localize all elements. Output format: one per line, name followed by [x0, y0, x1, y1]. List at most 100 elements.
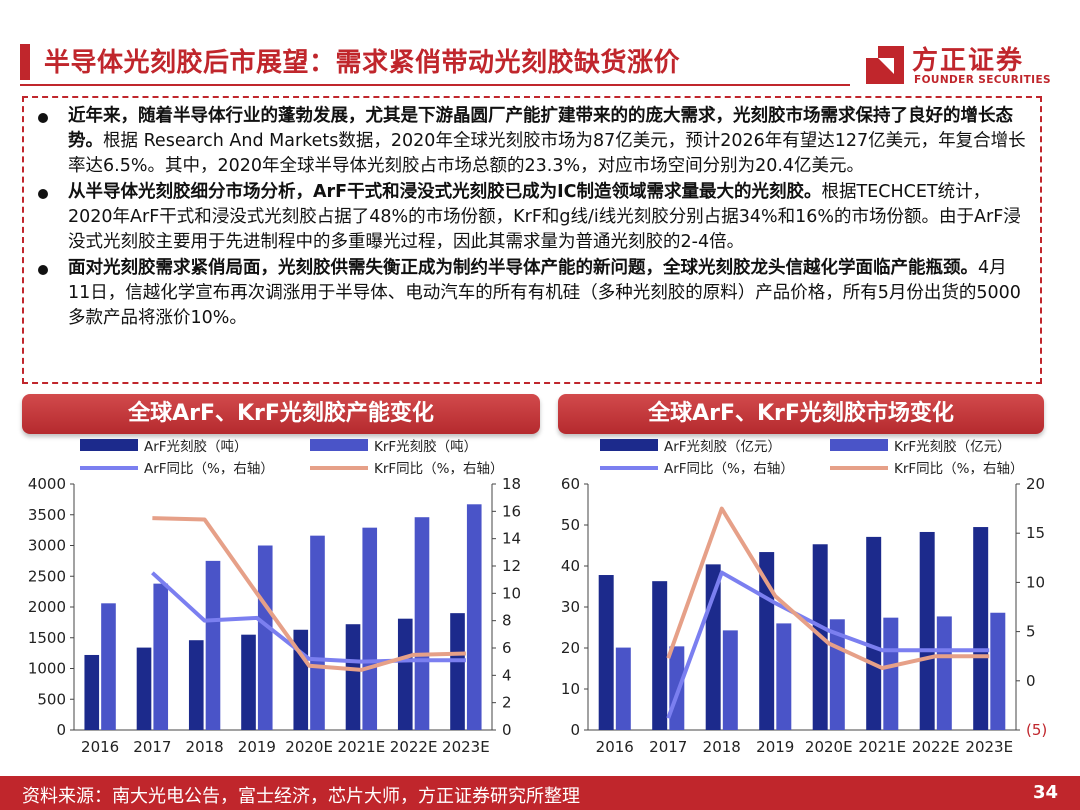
y2-tick-label: 0 — [502, 721, 512, 739]
bar-krf — [990, 612, 1006, 730]
bullet-item: 从半导体光刻胶细分市场分析，ArF干式和浸没式光刻胶已成为IC制造领域需求量最大… — [36, 180, 1028, 255]
bar-arf — [919, 531, 935, 730]
y-tick-label: 50 — [561, 516, 580, 534]
y2-tick-label: 10 — [1026, 573, 1045, 591]
y2-tick-label: 20 — [1026, 475, 1045, 493]
y2-tick-label: 16 — [502, 502, 521, 520]
x-tick-label: 2022E — [912, 738, 960, 756]
bullet-box: 近年来，随着半导体行业的蓬勃发展，尤其是下游晶圆厂产能扩建带来的的庞大需求，光刻… — [22, 96, 1042, 384]
legend-label: ArF同比（%，右轴） — [144, 461, 274, 477]
legend-label: KrF同比（%，右轴） — [374, 461, 504, 477]
y2-tick-label: 5 — [1026, 623, 1036, 641]
y2-tick-label: 15 — [1026, 524, 1045, 542]
x-tick-label: 2017 — [649, 738, 687, 756]
bar-krf — [205, 560, 221, 730]
legend-swatch — [830, 439, 888, 451]
bar-krf — [257, 545, 273, 730]
y-tick-label: 3000 — [28, 537, 66, 555]
y-tick-label: 0 — [570, 721, 580, 739]
bullet-dot-icon — [38, 113, 48, 123]
title-underline — [20, 84, 850, 86]
company-logo: 方正证券 FOUNDER SECURITIES — [862, 40, 1062, 92]
bar-krf — [466, 504, 482, 730]
logo-text-en: FOUNDER SECURITIES — [914, 74, 1052, 86]
bar-krf — [414, 517, 430, 730]
x-tick-label: 2019 — [756, 738, 794, 756]
y-tick-label: 30 — [561, 598, 580, 616]
y2-tick-label: 12 — [502, 557, 521, 575]
bar-krf — [101, 603, 116, 730]
bar-arf — [598, 575, 614, 730]
y2-tick-label: (5) — [1026, 721, 1047, 739]
bar-arf — [973, 527, 989, 730]
bar-arf — [866, 536, 882, 730]
bar-arf — [397, 618, 413, 730]
capacity-chart: 0 500 1000 1500 2000 2500 3000 3500 4000 0 2 4 6 8 10 1… — [28, 438, 521, 756]
bullet-text: 4月11日，信越化学宣布再次调涨用于半导体、电动汽车的所有有机硅（多种光刻胶的原… — [68, 258, 1021, 328]
y2-tick-label: 6 — [502, 639, 512, 657]
y-tick-label: 0 — [56, 721, 66, 739]
bar-krf — [883, 617, 899, 730]
chart-title-capacity: 全球ArF、KrF光刻胶产能变化 — [22, 394, 540, 434]
logo-mark-icon — [866, 46, 904, 84]
bar-krf — [722, 630, 738, 730]
x-tick-label: 2017 — [133, 738, 171, 756]
bullet-dot-icon — [38, 265, 48, 275]
y-tick-label: 20 — [561, 639, 580, 657]
y-tick-label: 1000 — [28, 660, 66, 678]
legend-swatch — [80, 439, 138, 451]
bullet-bold-text: 近年来，随着半导体行业的蓬勃发展，尤其是下游晶圆厂产能扩建带来的的庞大需求，光刻… — [68, 106, 1013, 151]
x-tick-label: 2021E — [338, 738, 386, 756]
y-tick-label: 2000 — [28, 598, 66, 616]
chart-title-market: 全球ArF、KrF光刻胶市场变化 — [558, 394, 1044, 434]
bullet-bold-text: 从半导体光刻胶细分市场分析，ArF干式和浸没式光刻胶已成为IC制造领域需求量最大… — [68, 182, 822, 202]
line-krf-yoy — [666, 506, 990, 671]
footer-bar — [0, 776, 1080, 810]
y-tick-label: 3500 — [28, 506, 66, 524]
y-tick-label: 10 — [561, 680, 580, 698]
bullet-item: 面对光刻胶需求紧俏局面，光刻胶供需失衡正成为制约半导体产能的新问题，全球光刻胶龙… — [36, 256, 1028, 331]
legend-label: ArF光刻胶（吨） — [144, 438, 248, 455]
bar-krf — [615, 647, 631, 730]
bar-arf — [136, 647, 152, 730]
y2-tick-label: 10 — [502, 584, 521, 602]
bar-arf — [705, 564, 721, 730]
x-tick-label: 2016 — [596, 738, 634, 756]
bar-krf — [362, 527, 378, 730]
y-tick-label: 500 — [37, 690, 66, 708]
bar-krf — [776, 623, 792, 730]
legend-label: KrF光刻胶（亿元） — [894, 438, 1011, 455]
x-tick-label: 2023E — [965, 738, 1013, 756]
y2-tick-label: 4 — [502, 666, 512, 684]
y-tick-label: 60 — [561, 475, 580, 493]
y2-tick-label: 14 — [502, 530, 521, 548]
x-tick-label: 2023E — [442, 738, 490, 756]
x-tick-label: 2018 — [186, 738, 224, 756]
legend-label: KrF同比（%，右轴） — [894, 461, 1024, 477]
bar-arf — [241, 634, 256, 730]
x-tick-label: 2021E — [858, 738, 906, 756]
source-note: 资料来源：南大光电公告，富士经济，芯片大师，方正证券研究所整理 — [22, 786, 580, 807]
bar-arf — [450, 613, 465, 730]
bar-krf — [153, 583, 169, 730]
legend-label: ArF光刻胶（亿元） — [664, 438, 781, 455]
y2-tick-label: 8 — [502, 612, 512, 630]
x-tick-label: 2016 — [81, 738, 119, 756]
y-tick-label: 4000 — [28, 475, 66, 493]
line-arf-yoy — [151, 571, 466, 664]
bullet-text: 根据 Research And Markets数据，2020年全球光刻胶市场为8… — [68, 131, 1026, 176]
bar-arf — [84, 654, 100, 730]
legend-swatch — [600, 439, 658, 451]
x-tick-label: 2019 — [238, 738, 276, 756]
bullet-text: 根据TECHCET统计，2020年ArF干式和浸没式光刻胶占据了48%的市场份额… — [68, 182, 1021, 252]
legend-label: ArF同比（%，右轴） — [664, 461, 794, 477]
y-tick-label: 1500 — [28, 629, 66, 647]
x-tick-label: 2018 — [703, 738, 741, 756]
bullet-dot-icon — [38, 189, 48, 199]
logo-text-cn: 方正证券 — [912, 46, 1025, 76]
y2-tick-label: 2 — [502, 694, 512, 712]
x-tick-label: 2022E — [390, 738, 438, 756]
line-arf-yoy — [666, 570, 990, 719]
page-number: 34 — [1032, 782, 1058, 803]
legend-swatch — [310, 439, 368, 451]
